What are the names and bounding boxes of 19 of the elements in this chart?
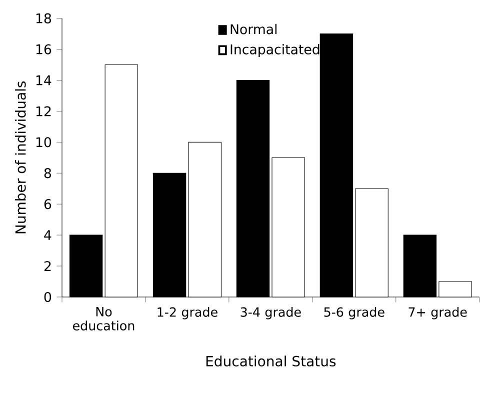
x-tick-label: 7+ grade <box>408 307 467 320</box>
x-tick-label: 1-2 grade <box>158 307 218 320</box>
x-tick-label: 3-4 grade <box>240 307 301 320</box>
x-tick-label: 5-6 grade <box>324 307 384 320</box>
y-tick-label: 8 <box>44 168 52 178</box>
y-axis-title: Number of individuals <box>15 81 26 234</box>
legend-label: Incapacitated <box>230 44 320 57</box>
legend-label: Normal <box>230 24 277 34</box>
y-tick-label: 4 <box>44 230 52 240</box>
y-tick-label: 2 <box>44 261 51 271</box>
y-tick-label: 0 <box>44 292 52 302</box>
y-tick-label: 14 <box>36 75 52 86</box>
x-tick-label: No education <box>73 307 134 330</box>
y-tick-label: 12 <box>36 106 51 116</box>
y-tick-label: 6 <box>44 199 52 210</box>
y-tick-label: 10 <box>36 137 52 148</box>
x-axis-title: Educational Status <box>206 356 336 366</box>
y-tick-label: 16 <box>36 44 52 54</box>
y-tick-label: 18 <box>36 13 52 24</box>
